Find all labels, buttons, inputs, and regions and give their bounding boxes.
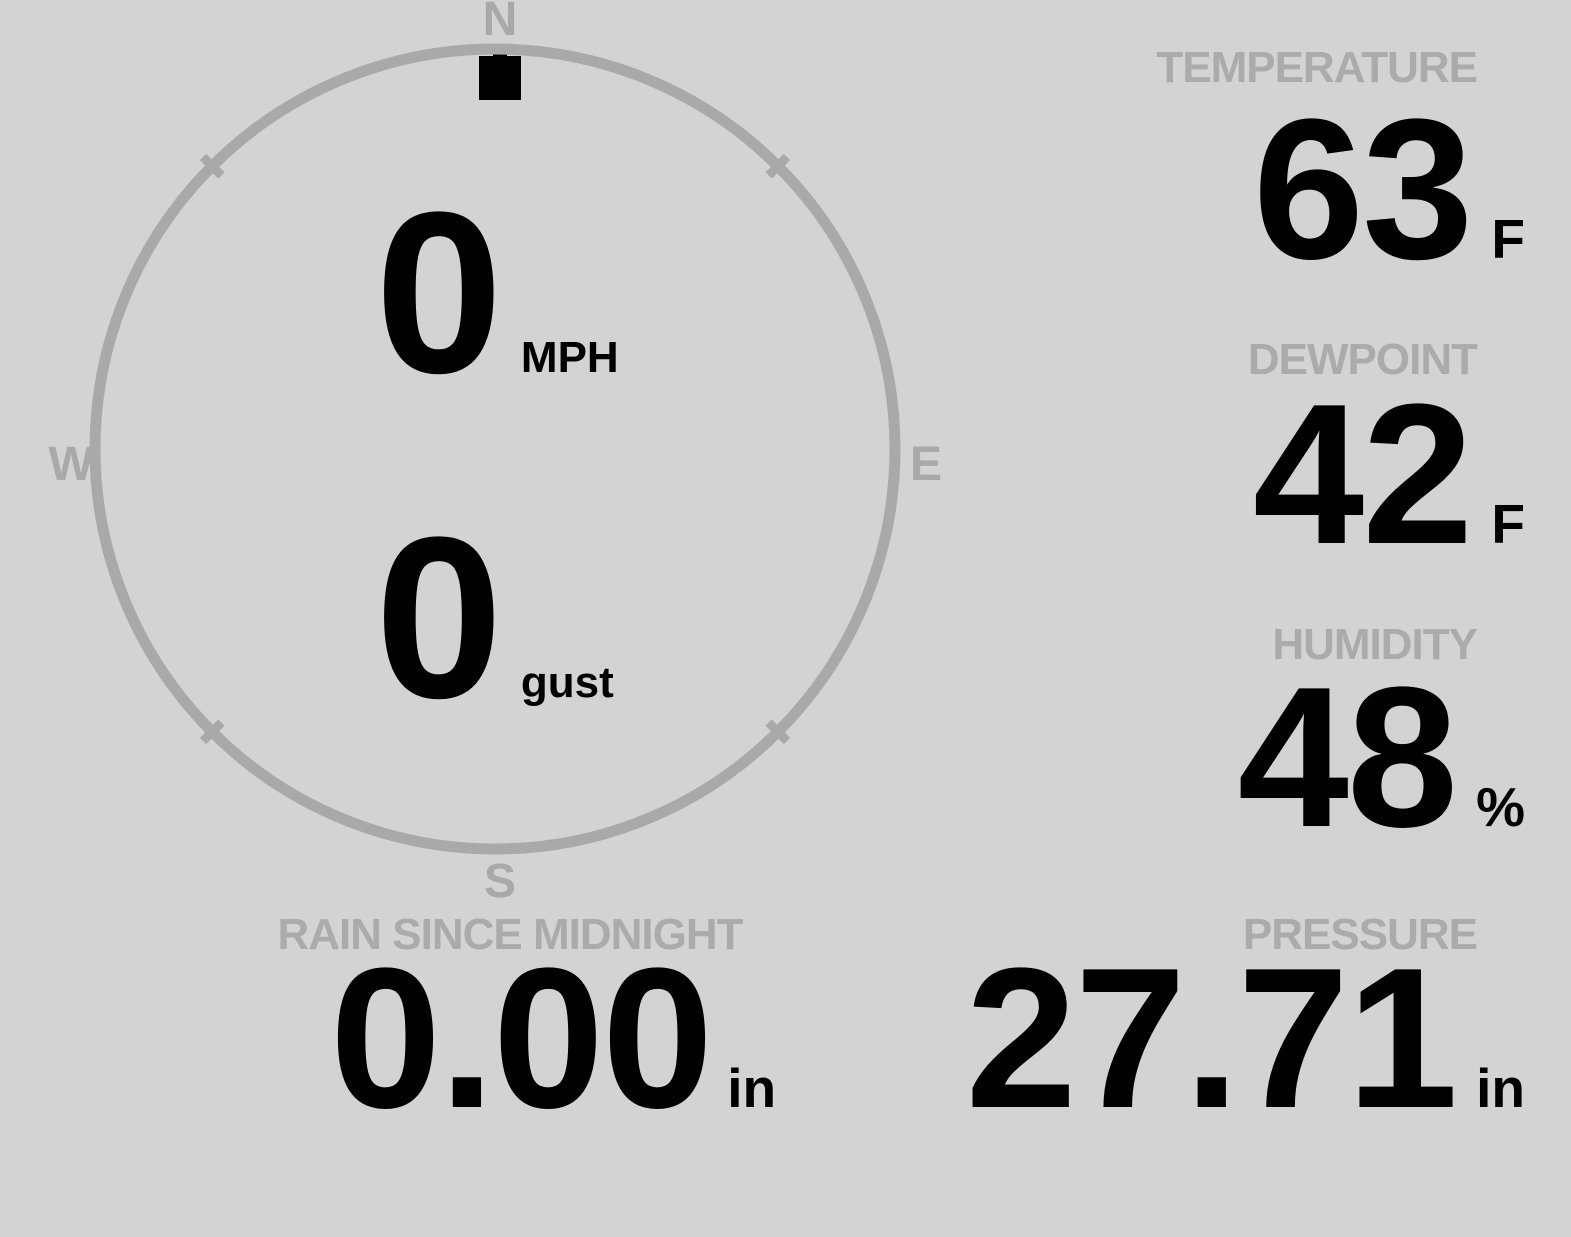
- temperature-unit: F: [1491, 208, 1525, 270]
- compass-label-south: S: [483, 855, 516, 908]
- pressure-readout: 27.71 in: [860, 939, 1525, 1139]
- wind-speed-unit: MPH: [520, 333, 619, 382]
- compass-ring: [89, 43, 901, 855]
- rain-since-midnight-readout: 0.00 in: [330, 939, 776, 1139]
- dewpoint-unit: F: [1491, 493, 1525, 555]
- compass-label-east: E: [909, 438, 942, 491]
- pressure-value: 27.71: [965, 927, 1458, 1150]
- wind-speed-readout: 0 MPH: [375, 178, 619, 408]
- wind-gust-value: 0: [375, 489, 503, 746]
- wind-speed-value: 0: [375, 164, 503, 421]
- temperature-label: TEMPERATURE: [1156, 43, 1478, 92]
- humidity-unit: %: [1476, 776, 1525, 838]
- humidity-label: HUMIDITY: [1272, 620, 1478, 669]
- pressure-unit: in: [1476, 1057, 1525, 1119]
- dewpoint-readout: 42 F: [900, 375, 1525, 575]
- compass-circle: [89, 43, 901, 855]
- dewpoint-value: 42: [1252, 363, 1473, 586]
- humidity-value: 48: [1237, 646, 1458, 869]
- rain-since-midnight-unit: in: [727, 1057, 777, 1119]
- rain-since-midnight-label: RAIN SINCE MIDNIGHT: [277, 910, 744, 959]
- wind-gust-readout: 0 gust: [375, 503, 614, 733]
- pressure-label: PRESSURE: [1242, 910, 1478, 959]
- temperature-readout: 63 F: [900, 90, 1525, 290]
- humidity-readout: 48 %: [900, 658, 1525, 858]
- temperature-value: 63: [1252, 78, 1473, 301]
- wind-gust-unit: gust: [520, 658, 614, 707]
- dewpoint-label: DEWPOINT: [1247, 335, 1478, 384]
- compass-label-north: N: [482, 0, 518, 46]
- rain-since-midnight-value: 0.00: [330, 927, 713, 1150]
- compass-label-west: W: [48, 438, 94, 491]
